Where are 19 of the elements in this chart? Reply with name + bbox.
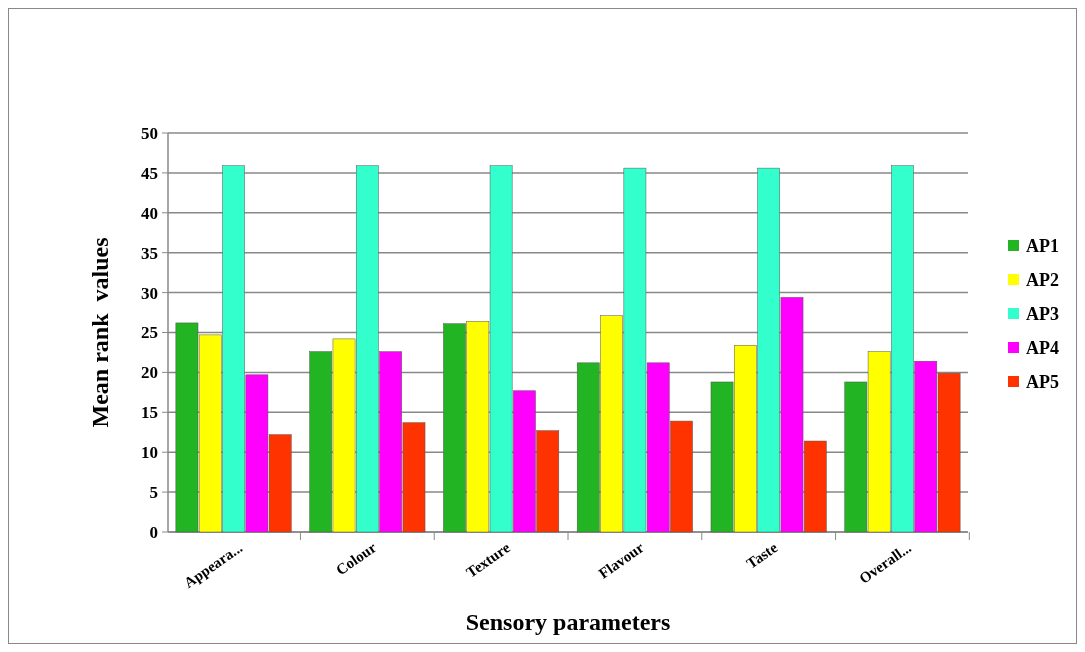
y-tick-label: 35: [141, 243, 158, 263]
y-tick-label: 10: [141, 443, 158, 463]
y-axis-title: Mean rank values: [87, 237, 113, 428]
y-tick-label: 30: [141, 283, 158, 303]
y-tick-label: 50: [141, 123, 158, 143]
legend-label: AP5: [1026, 372, 1059, 393]
y-tick-label: 5: [149, 483, 158, 503]
y-tick-label: 0: [149, 522, 158, 542]
x-tick-label: Taste: [743, 539, 781, 572]
legend-label: AP2: [1026, 270, 1059, 291]
y-tick-label: 40: [141, 203, 158, 223]
legend-label: AP4: [1026, 338, 1059, 359]
legend-label: AP1: [1026, 236, 1059, 257]
y-tick-label: 20: [141, 363, 158, 383]
y-tick-label: 15: [141, 403, 158, 423]
x-axis-title: Sensory parameters: [465, 609, 671, 635]
legend-label: AP3: [1026, 304, 1059, 325]
y-tick-label: 45: [141, 163, 158, 183]
y-tick-label: 25: [141, 323, 158, 343]
